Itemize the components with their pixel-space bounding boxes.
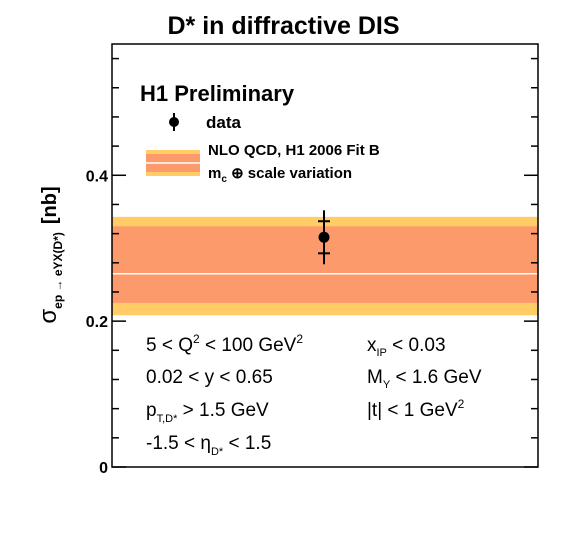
legend-data-label: data [206,113,242,132]
cut-xip-sub: IP [377,347,387,359]
cut-my: MY < 1.6 GeV [367,367,482,391]
cut-xip-pre: x [367,335,377,356]
cut-xip: xIP < 0.03 [367,335,446,359]
y-axis-label-unit: [nb] [39,186,61,224]
legend-band-label-2-m: m [208,165,221,182]
cut-my-post: < 1.6 GeV [390,367,482,388]
cut-pt: pT,D* > 1.5 GeV [146,400,269,425]
y-axis-label-symbol: σ [35,309,62,324]
y-tick-label-0: 0 [99,460,108,477]
cut-my-sub: Y [383,379,391,391]
cut-eta-sub: D* [211,446,224,458]
data-point-marker [318,231,330,243]
cut-t-pre: |t| < 1 GeV [367,400,458,421]
legend-band-label-2-sub: c [221,174,227,185]
cut-pt-sub: T,D* [157,413,179,425]
experiment-label: H1 Preliminary [140,81,295,106]
legend-band-label-2-rest: ⊕ scale variation [227,165,352,182]
cut-my-pre: M [367,367,383,388]
kinematic-cuts: 5 < Q2 < 100 GeV2 xIP < 0.03 0.02 < y < … [146,332,482,458]
cut-pt-post: > 1.5 GeV [177,400,269,421]
y-axis-ticks [112,57,538,468]
cut-q2: 5 < Q2 < 100 GeV2 [146,332,303,356]
chart-title: D* in diffractive DIS [167,12,400,40]
cut-q2-sup: 2 [193,332,200,346]
cut-q2-post-sup: 2 [296,332,303,346]
y-tick-label-0.4: 0.4 [86,168,108,185]
cut-t: |t| < 1 GeV2 [367,397,465,421]
cut-eta-pre: -1.5 < η [146,433,211,454]
data-point [318,210,330,265]
y-axis-label: σep → eYX(D*) [nb] [35,186,65,323]
y-tick-label-0.2: 0.2 [86,314,108,331]
legend-band-label-1: NLO QCD, H1 2006 Fit B [208,142,380,159]
cut-q2-pre: 5 < Q [146,335,193,356]
cut-eta-post: < 1.5 [223,433,271,454]
cut-eta: -1.5 < ηD* < 1.5 [146,433,271,458]
cut-q2-post: < 100 GeV [200,335,297,356]
plot-frame [111,43,539,468]
cut-xip-post: < 0.03 [387,335,446,356]
legend-data-marker [169,117,179,127]
cut-y: 0.02 < y < 0.65 [146,367,273,388]
y-axis-label-subscript: ep → eYX(D*) [51,232,65,309]
cut-t-sup: 2 [458,397,465,411]
cut-pt-pre: p [146,400,157,421]
legend-band-label-2: mc ⊕ scale variation [208,165,352,185]
